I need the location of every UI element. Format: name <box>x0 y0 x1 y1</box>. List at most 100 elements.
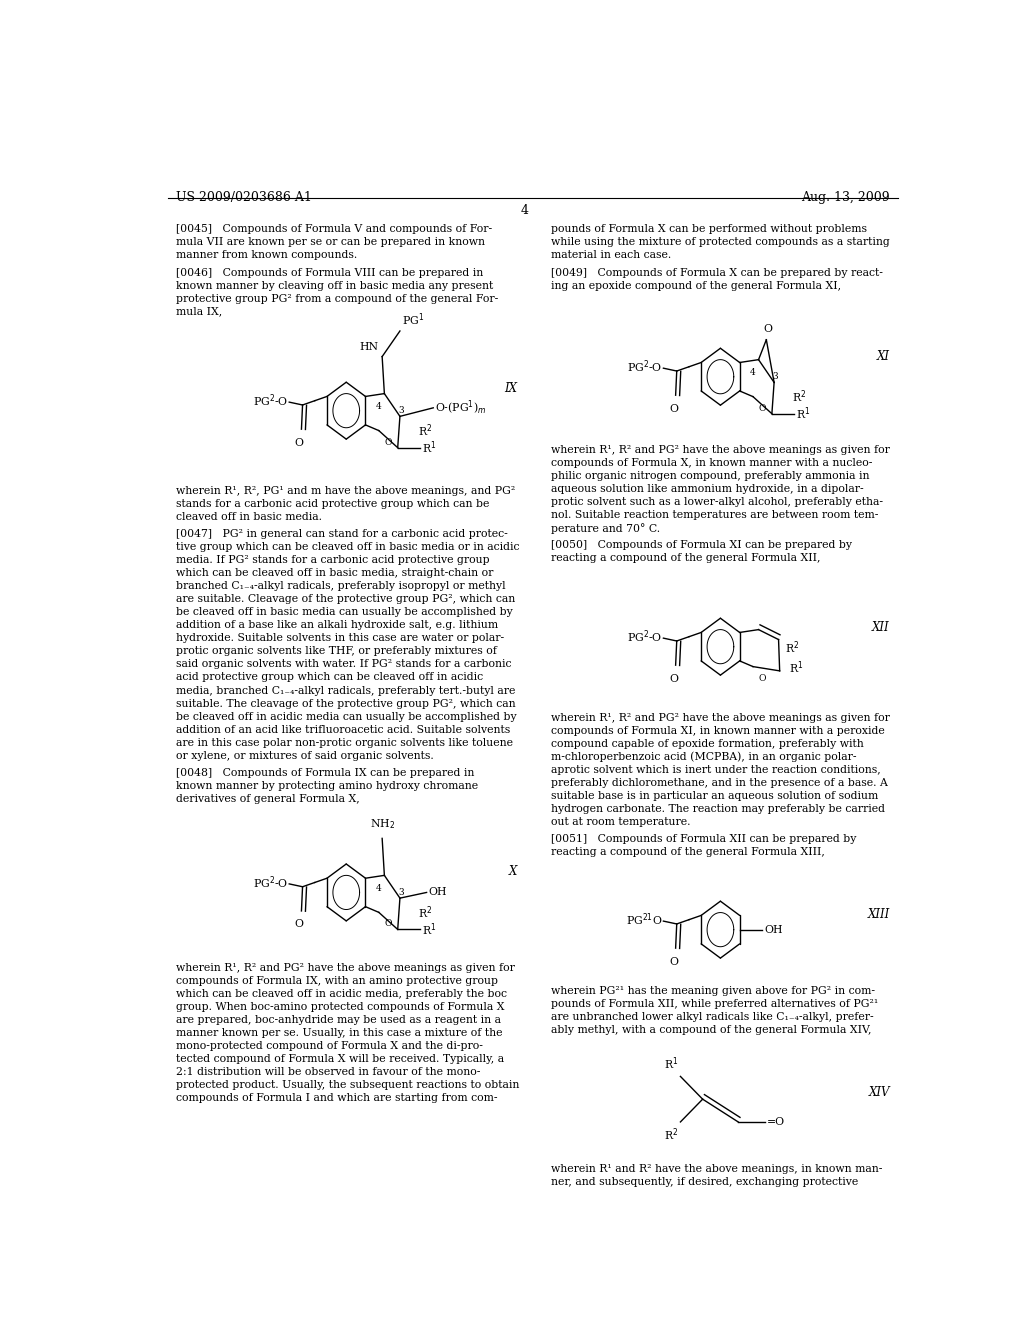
Text: are in this case polar non-protic organic solvents like toluene: are in this case polar non-protic organi… <box>176 738 513 747</box>
Text: O: O <box>669 404 678 413</box>
Text: R$^1$: R$^1$ <box>422 440 436 455</box>
Text: PG$^2$-O: PG$^2$-O <box>253 392 288 409</box>
Text: Aug. 13, 2009: Aug. 13, 2009 <box>801 191 890 203</box>
Text: material in each case.: material in each case. <box>551 251 672 260</box>
Text: mula IX,: mula IX, <box>176 306 222 317</box>
Text: US 2009/0203686 A1: US 2009/0203686 A1 <box>176 191 311 203</box>
Text: hydrogen carbonate. The reaction may preferably be carried: hydrogen carbonate. The reaction may pre… <box>551 804 885 813</box>
Text: pounds of Formula X can be performed without problems: pounds of Formula X can be performed wit… <box>551 224 867 235</box>
Text: addition of a base like an alkali hydroxide salt, e.g. lithium: addition of a base like an alkali hydrox… <box>176 620 498 631</box>
Text: are suitable. Cleavage of the protective group PG², which can: are suitable. Cleavage of the protective… <box>176 594 515 605</box>
Text: known manner by protecting amino hydroxy chromane: known manner by protecting amino hydroxy… <box>176 780 478 791</box>
Text: preferably dichloromethane, and in the presence of a base. A: preferably dichloromethane, and in the p… <box>551 777 888 788</box>
Text: protected product. Usually, the subsequent reactions to obtain: protected product. Usually, the subseque… <box>176 1080 519 1090</box>
Text: 2:1 distribution will be observed in favour of the mono-: 2:1 distribution will be observed in fav… <box>176 1068 480 1077</box>
Text: R$^1$: R$^1$ <box>664 1056 678 1072</box>
Text: R$^2$: R$^2$ <box>785 640 800 656</box>
Text: 3: 3 <box>398 888 403 898</box>
Text: [0049]   Compounds of Formula X can be prepared by react-: [0049] Compounds of Formula X can be pre… <box>551 268 883 277</box>
Text: compounds of Formula X, in known manner with a nucleo-: compounds of Formula X, in known manner … <box>551 458 872 469</box>
Text: 3: 3 <box>398 407 403 416</box>
Text: ing an epoxide compound of the general Formula XI,: ing an epoxide compound of the general F… <box>551 281 841 290</box>
Text: OH: OH <box>764 924 782 935</box>
Text: nol. Suitable reaction temperatures are between room tem-: nol. Suitable reaction temperatures are … <box>551 510 879 520</box>
Text: branched C₁₋₄-alkyl radicals, preferably isopropyl or methyl: branched C₁₋₄-alkyl radicals, preferably… <box>176 581 505 591</box>
Text: cleaved off in basic media.: cleaved off in basic media. <box>176 512 322 523</box>
Text: be cleaved off in acidic media can usually be accomplished by: be cleaved off in acidic media can usual… <box>176 711 516 722</box>
Text: wherein R¹, R², PG¹ and m have the above meanings, and PG²: wherein R¹, R², PG¹ and m have the above… <box>176 486 515 496</box>
Text: [0046]   Compounds of Formula VIII can be prepared in: [0046] Compounds of Formula VIII can be … <box>176 268 483 277</box>
Text: O: O <box>669 957 678 966</box>
Text: R$^1$: R$^1$ <box>788 660 803 676</box>
Text: X: X <box>509 865 517 878</box>
Text: [0050]   Compounds of Formula XI can be prepared by: [0050] Compounds of Formula XI can be pr… <box>551 540 852 550</box>
Text: acid protective group which can be cleaved off in acidic: acid protective group which can be cleav… <box>176 672 482 682</box>
Text: [0045]   Compounds of Formula V and compounds of For-: [0045] Compounds of Formula V and compou… <box>176 224 492 235</box>
Text: R$^2$: R$^2$ <box>664 1126 678 1143</box>
Text: O: O <box>384 438 392 446</box>
Text: =O: =O <box>767 1117 785 1127</box>
Text: media, branched C₁₋₄-alkyl radicals, preferably tert.-butyl are: media, branched C₁₋₄-alkyl radicals, pre… <box>176 685 515 696</box>
Text: R$^2$: R$^2$ <box>418 422 432 438</box>
Text: be cleaved off in basic media can usually be accomplished by: be cleaved off in basic media can usuall… <box>176 607 512 618</box>
Text: manner known per se. Usually, in this case a mixture of the: manner known per se. Usually, in this ca… <box>176 1028 502 1039</box>
Text: PG$^1$: PG$^1$ <box>402 312 424 329</box>
Text: tected compound of Formula X will be received. Typically, a: tected compound of Formula X will be rec… <box>176 1055 504 1064</box>
Text: aprotic solvent which is inert under the reaction conditions,: aprotic solvent which is inert under the… <box>551 764 881 775</box>
Text: known manner by cleaving off in basic media any present: known manner by cleaving off in basic me… <box>176 281 493 290</box>
Text: R$^1$: R$^1$ <box>422 921 436 937</box>
Text: protic organic solvents like THF, or preferably mixtures of: protic organic solvents like THF, or pre… <box>176 647 497 656</box>
Text: 4: 4 <box>750 368 756 378</box>
Text: are prepared, boc-anhydride may be used as a reagent in a: are prepared, boc-anhydride may be used … <box>176 1015 501 1026</box>
Text: mula VII are known per se or can be prepared in known: mula VII are known per se or can be prep… <box>176 238 484 247</box>
Text: tive group which can be cleaved off in basic media or in acidic: tive group which can be cleaved off in b… <box>176 543 519 552</box>
Text: OH: OH <box>429 887 447 898</box>
Text: XI: XI <box>877 350 890 363</box>
Text: wherein PG²¹ has the meaning given above for PG² in com-: wherein PG²¹ has the meaning given above… <box>551 986 874 995</box>
Text: derivatives of general Formula X,: derivatives of general Formula X, <box>176 793 359 804</box>
Text: philic organic nitrogen compound, preferably ammonia in: philic organic nitrogen compound, prefer… <box>551 471 869 480</box>
Text: O-(PG$^1$)$_m$: O-(PG$^1$)$_m$ <box>435 399 486 417</box>
Text: wherein R¹, R² and PG² have the above meanings as given for: wherein R¹, R² and PG² have the above me… <box>176 964 514 973</box>
Text: protic solvent such as a lower-alkyl alcohol, preferably etha-: protic solvent such as a lower-alkyl alc… <box>551 498 883 507</box>
Text: XIII: XIII <box>867 908 890 920</box>
Text: NH$_2$: NH$_2$ <box>370 817 394 832</box>
Text: O: O <box>295 438 304 447</box>
Text: protective group PG² from a compound of the general For-: protective group PG² from a compound of … <box>176 293 498 304</box>
Text: O: O <box>295 920 304 929</box>
Text: PG$^2$-O: PG$^2$-O <box>627 628 663 645</box>
Text: PG$^2$-O: PG$^2$-O <box>253 874 288 891</box>
Text: suitable base is in particular an aqueous solution of sodium: suitable base is in particular an aqueou… <box>551 791 879 801</box>
Text: are unbranched lower alkyl radicals like C₁₋₄-alkyl, prefer-: are unbranched lower alkyl radicals like… <box>551 1011 873 1022</box>
Text: compound capable of epoxide formation, preferably with: compound capable of epoxide formation, p… <box>551 739 863 748</box>
Text: PG$^{21}$O: PG$^{21}$O <box>626 911 663 928</box>
Text: [0048]   Compounds of Formula IX can be prepared in: [0048] Compounds of Formula IX can be pr… <box>176 768 474 777</box>
Text: IX: IX <box>504 381 517 395</box>
Text: hydroxide. Suitable solvents in this case are water or polar-: hydroxide. Suitable solvents in this cas… <box>176 634 504 643</box>
Text: [0047]   PG² in general can stand for a carbonic acid protec-: [0047] PG² in general can stand for a ca… <box>176 529 507 540</box>
Text: compounds of Formula XI, in known manner with a peroxide: compounds of Formula XI, in known manner… <box>551 726 885 735</box>
Text: compounds of Formula IX, with an amino protective group: compounds of Formula IX, with an amino p… <box>176 977 498 986</box>
Text: O: O <box>384 920 392 928</box>
Text: O: O <box>669 673 678 684</box>
Text: XII: XII <box>872 622 890 634</box>
Text: 4: 4 <box>375 883 381 892</box>
Text: perature and 70° C.: perature and 70° C. <box>551 523 660 535</box>
Text: mono-protected compound of Formula X and the di-pro-: mono-protected compound of Formula X and… <box>176 1041 482 1051</box>
Text: pounds of Formula XII, while preferred alternatives of PG²¹: pounds of Formula XII, while preferred a… <box>551 999 879 1008</box>
Text: while using the mixture of protected compounds as a starting: while using the mixture of protected com… <box>551 238 890 247</box>
Text: 4: 4 <box>375 401 381 411</box>
Text: ner, and subsequently, if desired, exchanging protective: ner, and subsequently, if desired, excha… <box>551 1177 858 1187</box>
Text: said organic solvents with water. If PG² stands for a carbonic: said organic solvents with water. If PG²… <box>176 660 511 669</box>
Text: which can be cleaved off in basic media, straight-chain or: which can be cleaved off in basic media,… <box>176 569 493 578</box>
Text: addition of an acid like trifluoroacetic acid. Suitable solvents: addition of an acid like trifluoroacetic… <box>176 725 510 734</box>
Text: group. When boc-amino protected compounds of Formula X: group. When boc-amino protected compound… <box>176 1002 504 1012</box>
Text: ably methyl, with a compound of the general Formula XIV,: ably methyl, with a compound of the gene… <box>551 1024 871 1035</box>
Text: O: O <box>759 673 766 682</box>
Text: R$^2$: R$^2$ <box>792 388 806 405</box>
Text: wherein R¹ and R² have the above meanings, in known man-: wherein R¹ and R² have the above meaning… <box>551 1164 883 1173</box>
Text: suitable. The cleavage of the protective group PG², which can: suitable. The cleavage of the protective… <box>176 698 515 709</box>
Text: O: O <box>763 323 772 334</box>
Text: compounds of Formula I and which are starting from com-: compounds of Formula I and which are sta… <box>176 1093 497 1104</box>
Text: 4: 4 <box>521 205 528 216</box>
